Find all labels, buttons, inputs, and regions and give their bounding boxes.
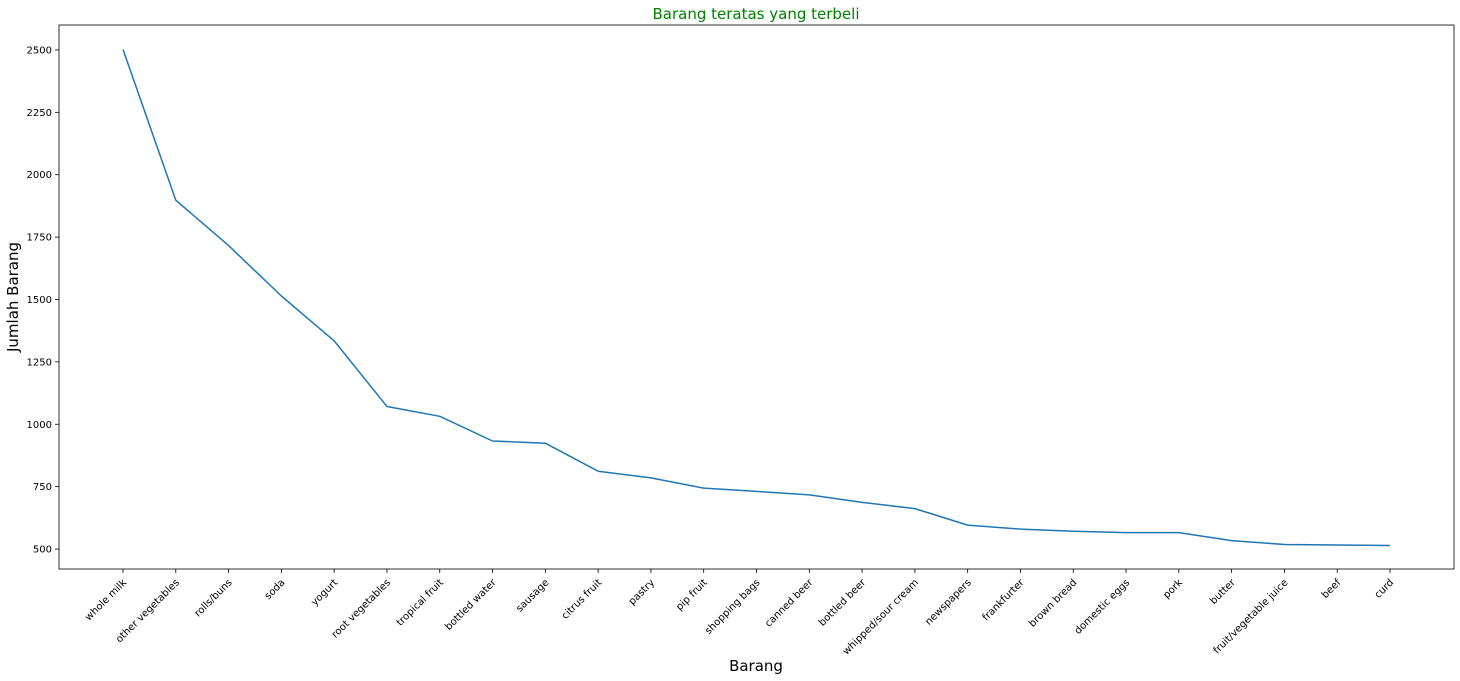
x-axis-label: Barang xyxy=(729,657,783,675)
x-tick-label: beef xyxy=(1320,577,1344,601)
data-point xyxy=(332,339,336,343)
data-point xyxy=(1018,527,1022,531)
x-tick-label: newspapers xyxy=(923,577,973,627)
x-tick-label: whole milk xyxy=(83,577,129,623)
y-tick-label: 2500 xyxy=(27,45,52,56)
y-tick-label: 2000 xyxy=(27,170,52,181)
data-point xyxy=(227,244,231,248)
x-tick-label: pip fruit xyxy=(674,577,710,613)
data-point xyxy=(121,47,125,51)
x-tick-label: root vegetables xyxy=(330,577,393,640)
x-tick-label: butter xyxy=(1208,577,1238,607)
x-tick-label: yogurt xyxy=(309,577,340,608)
x-tick-label: curd xyxy=(1373,577,1396,600)
x-tick-label: frankfurter xyxy=(981,577,1028,624)
data-point xyxy=(1124,531,1128,535)
x-tick-label: pork xyxy=(1161,577,1185,601)
data-point xyxy=(385,405,389,409)
data-point xyxy=(966,523,970,527)
data-point xyxy=(1071,529,1075,533)
data-point xyxy=(1335,543,1339,547)
y-tick-label: 500 xyxy=(33,545,52,556)
data-point xyxy=(438,414,442,418)
data-point xyxy=(596,469,600,473)
data-point xyxy=(1282,543,1286,547)
data-points xyxy=(121,47,1392,547)
y-tick-label: 2250 xyxy=(27,108,52,119)
x-tick-label: rolls/buns xyxy=(193,577,235,619)
x-tick-label: tropical fruit xyxy=(395,577,446,628)
plot-area-frame xyxy=(58,24,1455,570)
data-point xyxy=(543,441,547,445)
x-tick-label: pastry xyxy=(627,577,657,607)
x-tick-label: bottled beer xyxy=(817,577,869,629)
y-axis-label: Jumlah Barang xyxy=(4,242,22,353)
data-point xyxy=(755,489,759,493)
x-tick-label: domestic eggs xyxy=(1073,577,1132,636)
data-point xyxy=(702,486,706,490)
data-point xyxy=(1388,544,1392,548)
series-line xyxy=(122,49,1391,547)
x-tick-label: brown bread xyxy=(1027,577,1079,629)
data-point xyxy=(1230,539,1234,543)
data-point xyxy=(860,500,864,504)
x-tick-label: sausage xyxy=(514,577,551,614)
data-point xyxy=(491,439,495,443)
y-tick-label: 1500 xyxy=(27,295,52,306)
x-tick-label: shopping bags xyxy=(703,577,762,636)
y-tick-label: 1250 xyxy=(27,357,52,368)
chart-title: Barang teratas yang terbeli xyxy=(653,5,860,23)
data-point xyxy=(279,294,283,298)
x-tick-label: bottled water xyxy=(443,577,499,633)
data-point xyxy=(174,198,178,202)
data-point xyxy=(807,493,811,497)
data-point xyxy=(1177,531,1181,535)
x-tick-label: canned beer xyxy=(763,577,816,630)
y-tick-label: 1000 xyxy=(27,420,52,431)
x-tick-label: soda xyxy=(263,577,288,602)
data-point xyxy=(913,507,917,511)
y-tick-label: 750 xyxy=(33,482,52,493)
y-tick-label: 1750 xyxy=(27,233,52,244)
data-point xyxy=(649,476,653,480)
y-axis-ticks: 500 750 1000 1250 1500 1750 2000 2250 2500 xyxy=(27,45,59,556)
x-tick-label: citrus fruit xyxy=(560,577,604,621)
